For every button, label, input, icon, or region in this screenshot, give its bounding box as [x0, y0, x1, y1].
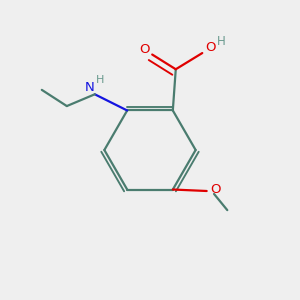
Text: H: H [217, 35, 226, 48]
Text: N: N [85, 81, 94, 94]
Text: O: O [210, 183, 221, 196]
Text: H: H [96, 75, 104, 85]
Text: O: O [205, 41, 216, 54]
Text: O: O [140, 43, 150, 56]
